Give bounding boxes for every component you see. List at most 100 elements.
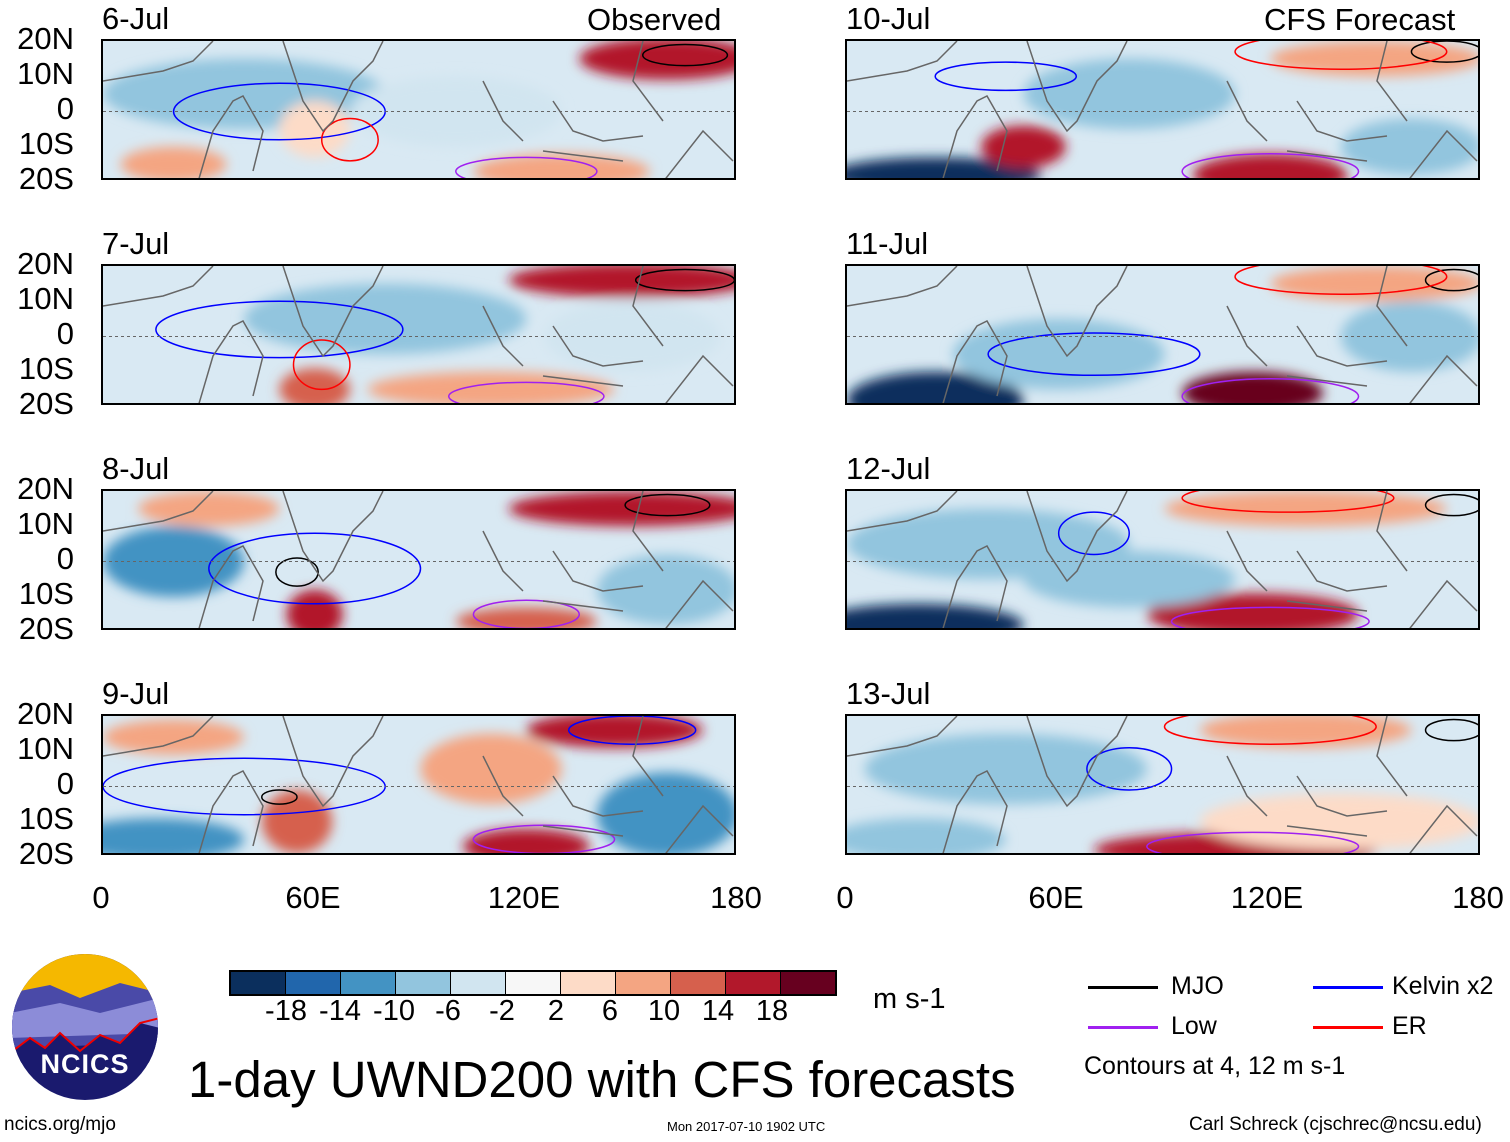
wind-anomaly-shading <box>103 719 245 755</box>
filtered-contour <box>987 332 1201 377</box>
footer-author: Carl Schreck (cjschrec@ncsu.edu) <box>1189 1114 1482 1135</box>
colorbar-swatch <box>341 972 396 994</box>
wind-anomaly-shading <box>103 526 245 597</box>
wind-anomaly-shading <box>1270 266 1478 302</box>
legend-line-er <box>1313 1026 1383 1029</box>
wind-anomaly-shading <box>1340 301 1478 372</box>
filtered-contour <box>261 789 298 805</box>
colorbar-label: 6 <box>601 995 619 1027</box>
colorbar-swatch <box>396 972 451 994</box>
y-tick: 10S <box>18 801 74 836</box>
filtered-contour <box>292 339 351 391</box>
wind-anomaly-shading <box>1192 153 1348 178</box>
observed-label: Observed <box>587 2 722 37</box>
wind-anomaly-shading <box>864 733 1147 805</box>
legend-line-kelvin <box>1313 986 1383 989</box>
y-tick: 0 <box>56 766 74 801</box>
colorbar-label: -14 <box>319 995 361 1027</box>
y-tick: 10S <box>18 126 74 161</box>
filtered-contour <box>208 532 422 605</box>
wind-anomaly-shading <box>261 790 333 853</box>
colorbar-swatch <box>781 972 835 994</box>
wind-anomaly-shading <box>1023 550 1236 608</box>
colorbar-label: 2 <box>547 995 565 1027</box>
filtered-contour <box>1424 718 1478 742</box>
wind-anomaly-shading <box>1199 716 1412 748</box>
x-tick-right: 0 <box>836 880 854 915</box>
coastline <box>103 716 734 853</box>
filtered-contour <box>1181 491 1395 513</box>
y-tick: 20N <box>17 471 74 506</box>
wind-anomaly-shading <box>847 371 1024 403</box>
filtered-contour <box>634 268 734 292</box>
legend-note: Contours at 4, 12 m s-1 <box>1084 1052 1346 1080</box>
wind-anomaly-shading <box>349 76 562 147</box>
colorbar-swatch <box>286 972 341 994</box>
panel-date: 6-Jul <box>102 1 170 36</box>
filtered-contour <box>275 557 319 587</box>
filtered-contour <box>447 381 605 403</box>
filtered-contour <box>1234 266 1448 295</box>
wind-anomaly-shading <box>952 318 1165 390</box>
filtered-contour <box>320 117 379 162</box>
coastline <box>103 491 734 628</box>
wind-anomaly-shading <box>462 828 590 853</box>
filtered-contour <box>1057 511 1130 556</box>
colorbar-label: 10 <box>647 995 681 1027</box>
panel-date: 10-Jul <box>846 1 931 36</box>
legend-line-mjo <box>1088 986 1158 989</box>
filtered-contour <box>1146 831 1360 853</box>
y-tick: 20S <box>18 611 74 646</box>
filtered-contour <box>642 43 729 67</box>
filtered-contour <box>1234 41 1448 70</box>
colorbar-swatch <box>616 972 671 994</box>
colorbar-swatch <box>726 972 781 994</box>
y-tick: 10N <box>17 281 74 316</box>
y-tick: 10N <box>17 731 74 766</box>
logo-text: NCICS <box>40 1049 130 1079</box>
panel-date: 11-Jul <box>846 226 929 261</box>
filtered-contour <box>1163 716 1377 745</box>
map-panel-9-Jul <box>101 714 736 855</box>
wind-anomaly-shading <box>526 716 703 748</box>
panel-date: 13-Jul <box>846 676 931 711</box>
x-tick-left: 60E <box>285 880 341 915</box>
x-tick-left: 180 <box>710 880 762 915</box>
colorbar-swatch <box>561 972 616 994</box>
panel-date: 7-Jul <box>102 226 170 261</box>
y-tick: 10N <box>17 56 74 91</box>
wind-anomaly-shading <box>473 153 650 178</box>
y-tick: 20N <box>17 696 74 731</box>
wind-anomaly-shading <box>1164 491 1447 527</box>
filtered-contour <box>934 61 1078 92</box>
wind-anomaly-shading <box>1340 118 1478 175</box>
ncics-logo: NCICS <box>10 953 160 1101</box>
wind-anomaly-shading <box>120 146 227 178</box>
coastline <box>103 266 734 403</box>
filtered-contour <box>1086 746 1173 791</box>
y-tick: 20N <box>17 246 74 281</box>
wind-anomaly-shading <box>279 100 350 158</box>
legend-label-er: ER <box>1392 1012 1427 1040</box>
wind-anomaly-shading <box>367 371 615 403</box>
wind-anomaly-shading <box>981 125 1066 168</box>
wind-anomaly-shading <box>1199 793 1478 850</box>
coastline <box>847 266 1478 403</box>
filtered-contour <box>472 599 580 628</box>
colorbar-swatch <box>506 972 561 994</box>
legend-label-kelvin: Kelvin x2 <box>1392 972 1494 1000</box>
filtered-contour <box>472 824 616 853</box>
coastline <box>847 491 1478 628</box>
filtered-contour <box>455 156 598 178</box>
y-tick: 0 <box>56 541 74 576</box>
filtered-contour <box>1181 378 1360 403</box>
wind-anomaly-shading <box>420 733 562 805</box>
wind-anomaly-shading <box>286 589 343 628</box>
figure-title: 1-day UWND200 with CFS forecasts <box>188 1051 1016 1108</box>
colorbar-label: -2 <box>489 995 515 1027</box>
wind-anomaly-shading <box>847 818 1006 853</box>
wind-anomaly-shading <box>847 603 1024 628</box>
filtered-contour <box>624 493 711 517</box>
footer-url[interactable]: ncics.org/mjo <box>4 1114 116 1135</box>
